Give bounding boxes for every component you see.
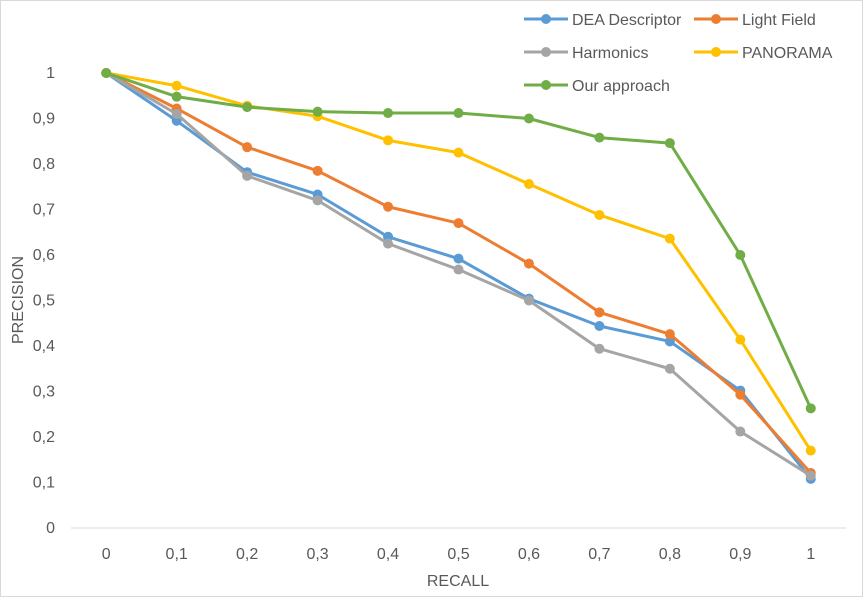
y-tick-label: 1 (46, 65, 55, 82)
data-point (594, 209, 605, 220)
x-tick-label: 1 (806, 546, 815, 563)
y-tick-label: 0,1 (33, 475, 55, 492)
data-point (594, 132, 605, 143)
legend-marker (711, 47, 721, 57)
x-tick-label: 0,3 (306, 546, 328, 563)
data-point (735, 334, 746, 345)
x-tick-label: 0,8 (659, 546, 681, 563)
data-point (523, 258, 534, 269)
data-point (664, 363, 675, 374)
data-point (453, 218, 464, 229)
legend-item: Our approach (524, 78, 670, 95)
data-point (594, 320, 605, 331)
data-point (735, 426, 746, 437)
x-tick-label: 0,1 (166, 546, 188, 563)
data-point (664, 336, 675, 347)
y-axis-ticks: 0 0,1 0,2 0,3 0,4 0,5 0,6 0,7 0,8 0,9 1 (33, 65, 55, 537)
y-axis-title: PRECISION (10, 256, 27, 344)
data-point (171, 91, 182, 102)
x-axis-title: RECALL (427, 573, 489, 590)
data-point (735, 389, 746, 400)
data-point (312, 106, 323, 117)
series-our-approach (101, 68, 816, 414)
data-point (664, 138, 675, 149)
data-point (171, 108, 182, 119)
data-point (453, 108, 464, 119)
legend-label: Our approach (572, 78, 670, 95)
legend-item: Harmonics (524, 45, 648, 62)
legend-marker (541, 14, 551, 24)
legend-label: PANORAMA (742, 45, 833, 62)
legend-marker (711, 14, 721, 24)
x-tick-label: 0,4 (377, 546, 399, 563)
data-point (383, 135, 394, 146)
series-dea-descriptor (101, 68, 816, 484)
x-tick-label: 0,9 (729, 546, 751, 563)
y-tick-label: 0,6 (33, 247, 55, 264)
data-point (805, 445, 816, 456)
data-point (805, 470, 816, 481)
y-tick-label: 0,2 (33, 429, 55, 446)
data-point (383, 201, 394, 212)
y-tick-label: 0,5 (33, 293, 55, 310)
data-point (453, 253, 464, 264)
x-axis-ticks: 0 0,1 0,2 0,3 0,4 0,5 0,6 0,7 0,8 0,9 1 (102, 546, 816, 563)
data-point (453, 264, 464, 275)
data-point (594, 343, 605, 354)
data-point (383, 238, 394, 249)
y-tick-label: 0,7 (33, 202, 55, 219)
y-tick-label: 0,4 (33, 338, 55, 355)
legend-label: Light Field (742, 12, 816, 29)
data-point (242, 102, 253, 113)
data-point (242, 170, 253, 181)
y-tick-label: 0,3 (33, 384, 55, 401)
data-point (242, 142, 253, 153)
data-point (101, 68, 112, 78)
series-line (105, 71, 812, 480)
x-tick-label: 0,2 (236, 546, 258, 563)
x-tick-label: 0 (102, 546, 111, 563)
data-point (664, 233, 675, 244)
data-point (594, 307, 605, 318)
x-tick-label: 0,6 (518, 546, 540, 563)
legend-label: DEA Descriptor (572, 12, 682, 29)
data-point (312, 165, 323, 176)
data-point (523, 179, 534, 190)
data-point (171, 80, 182, 91)
data-point (523, 113, 534, 124)
series-line (105, 71, 813, 409)
data-point (664, 329, 675, 340)
legend-label: Harmonics (572, 45, 648, 62)
data-point (805, 403, 816, 414)
legend-item: DEA Descriptor (524, 12, 682, 29)
data-point (312, 195, 323, 206)
series-harmonics (101, 68, 816, 481)
x-tick-label: 0,7 (588, 546, 610, 563)
y-tick-label: 0 (46, 520, 55, 537)
legend-marker (541, 80, 551, 90)
legend-marker (541, 47, 551, 57)
y-tick-label: 0,9 (33, 111, 55, 128)
series-light-field (101, 68, 816, 478)
y-tick-label: 0,8 (33, 156, 55, 173)
legend-item: Light Field (694, 12, 816, 29)
data-point (735, 250, 746, 260)
data-point (523, 295, 534, 306)
data-point (453, 147, 464, 158)
x-tick-label: 0,5 (447, 546, 469, 563)
legend: DEA Descriptor Light Field Harmonics PANORA… (524, 12, 833, 95)
legend-item: PANORAMA (694, 45, 833, 62)
series-layer (101, 68, 816, 484)
data-point (383, 108, 394, 119)
